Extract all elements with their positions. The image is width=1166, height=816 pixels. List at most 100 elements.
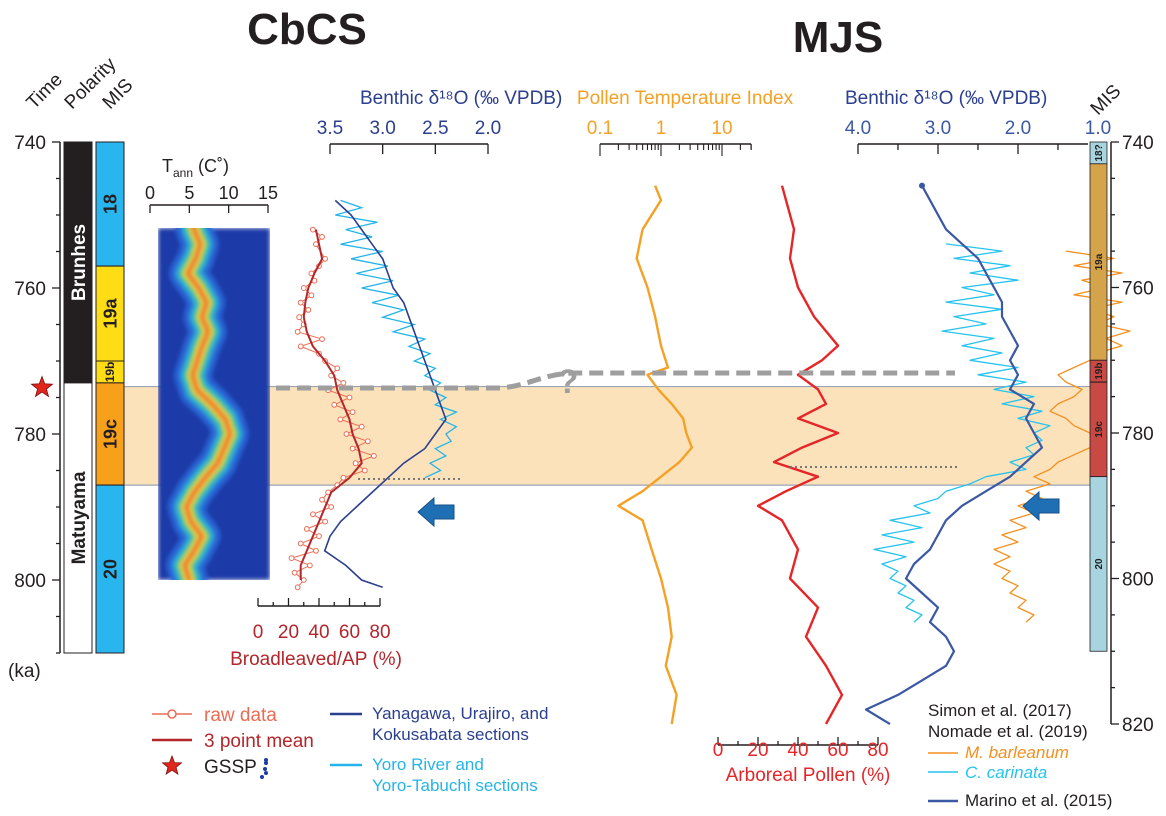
mis-label: 19b [103, 362, 117, 383]
arrow-right [1022, 490, 1060, 522]
mis-column-left: 18 19a 19b 19c 20 [95, 141, 125, 654]
raw-data-point [310, 226, 316, 233]
right-axis-tick-label: 820 [1122, 715, 1154, 736]
pollen-temperature-axis-label: Pollen Temperature Index [577, 88, 794, 109]
mis-label: 19c [100, 419, 120, 449]
right-axis-tick-label: 800 [1122, 570, 1154, 591]
age-unit-label: (ka) [8, 661, 41, 682]
raw-data-point [322, 255, 329, 262]
broadleaved-axis-tick-label: 20 [278, 622, 299, 643]
mjs-benthic-line [864, 185, 1044, 725]
raw-data-point [337, 416, 344, 423]
legend-yanagawa-label-1: Yanagawa, Urajiro, and [372, 704, 548, 723]
right-axis-tick-label: 760 [1122, 279, 1154, 300]
heatmap-dot [264, 758, 268, 762]
legend-raw-marker [167, 709, 177, 719]
pollen-temperature-series [617, 185, 693, 725]
pollen-temperature-axis-tick-label: 0.1 [587, 118, 613, 139]
question-mark: ? [558, 363, 579, 401]
mis-right-label: 18? [1094, 144, 1105, 161]
arboreal-pollen-axis-tick-label: 60 [827, 740, 848, 761]
raw-data-point [361, 467, 368, 474]
cbcs-benthic-axis-tick-label: 2.0 [475, 118, 501, 139]
tann-axis-tick-label: 15 [258, 183, 278, 203]
arboreal-pollen-axis: 0 20 40 60 80 [713, 737, 889, 761]
pollen-temperature-line [617, 185, 693, 725]
raw-data-point [310, 511, 316, 518]
raw-data-point [352, 460, 359, 467]
left-axis-tick-label: 780 [14, 425, 46, 446]
broadleaved-axis-tick-label: 0 [253, 622, 264, 643]
pollen-temperature-axis: 0.1 1 10 [587, 118, 752, 156]
tann-axis-tick-label: 5 [184, 183, 194, 203]
broadleaved-axis-label: Broadleaved/AP (%) [230, 649, 402, 670]
raw-data-point [308, 292, 315, 299]
tann-axis: 0 5 10 15 [145, 183, 278, 213]
raw-data-point [305, 307, 312, 313]
raw-data-point [316, 533, 322, 540]
cbcs-benthic-axis-tick-label: 2.5 [422, 118, 448, 139]
legend-gssp-star [161, 754, 183, 776]
polarity-segment [63, 382, 93, 654]
raw-data-point [296, 314, 303, 321]
pollen-temperature-axis-tick-label: 10 [711, 118, 732, 139]
mis-header-right: MIS [1087, 81, 1126, 120]
arrow-left [417, 496, 455, 528]
tann-axis-tick-label: 0 [145, 183, 155, 203]
arboreal-pollen-series [756, 185, 844, 725]
raw-data-point [343, 431, 350, 437]
cbcs-benthic-axis-tick-label: 3.5 [317, 118, 343, 139]
mis-right-segment [1089, 476, 1108, 652]
left-axis-tick-label: 800 [14, 571, 46, 592]
raw-data-point [303, 526, 310, 532]
legend-right: Simon et al. (2017) Nomade et al. (2019)… [928, 701, 1112, 810]
right-age-axis: 740 760 780 800 820 [1110, 133, 1154, 736]
raw-data-point [364, 438, 371, 445]
time-header: Time [23, 69, 67, 113]
cbcs-title: CbCS [247, 5, 367, 54]
raw-data-point [294, 328, 301, 335]
legend-left: raw data 3 point mean GSSP Yanagawa, Ura… [152, 704, 548, 795]
raw-data-point [334, 365, 341, 372]
heatmap-dot [263, 767, 267, 771]
mis-label: 19a [100, 298, 120, 329]
raw-data-point [288, 555, 295, 561]
raw-data-point [349, 445, 356, 452]
mis-segment [95, 382, 125, 486]
right-axis-tick-label: 740 [1122, 133, 1154, 154]
raw-data-point [300, 285, 307, 291]
mis-column-right: 18? 19a 19b 19c 20 [1089, 141, 1108, 652]
cbcs-benthic-axis: 3.5 3.0 2.5 2.0 [317, 118, 501, 154]
cbcs-benthic-axis-label: Benthic δ¹⁸O (‰ VPDB) [360, 88, 562, 109]
raw-data-point [349, 409, 356, 416]
mjs-benthic-axis-tick-label: 1.0 [1085, 118, 1111, 139]
legend-gssp-label: GSSP [204, 757, 257, 778]
legend-marino-label: Marino et al. (2015) [965, 791, 1112, 810]
legend-mean-label: 3 point mean [204, 731, 314, 752]
cbcs-benthic-line [335, 199, 459, 479]
raw-data-point [300, 577, 307, 583]
arboreal-pollen-axis-tick-label: 40 [787, 740, 808, 761]
raw-data-point [297, 540, 304, 547]
polarity-label: Brunhes [69, 224, 90, 301]
mis-right-label: 20 [1094, 558, 1105, 570]
arboreal-pollen-line [756, 185, 844, 725]
mis-segment [95, 484, 125, 654]
legend-raw-label: raw data [204, 705, 277, 726]
raw-data-point [294, 584, 301, 591]
raw-data-point [313, 547, 319, 554]
legend-nomade-label: Nomade et al. (2019) [928, 722, 1088, 741]
mean-line [299, 229, 363, 580]
legend-simon-label: Simon et al. (2017) [928, 701, 1072, 720]
raw-data-point [340, 380, 347, 386]
mjs-benthic-axis-label: Benthic δ¹⁸O (‰ VPDB) [845, 88, 1047, 109]
raw-data-point [319, 336, 325, 343]
mjs-benthic-axis-tick-label: 2.0 [1005, 118, 1031, 139]
polarity-column: Brunhes Matuyama [63, 141, 93, 654]
left-age-axis: 740 760 780 800 [14, 133, 61, 654]
broadleaved-axis: 0 20 40 60 80 [253, 598, 391, 643]
legend-barleanum-label: M. barleanum [965, 743, 1069, 762]
mjs-title: MJS [793, 13, 883, 62]
heatmap-dot [264, 771, 268, 775]
